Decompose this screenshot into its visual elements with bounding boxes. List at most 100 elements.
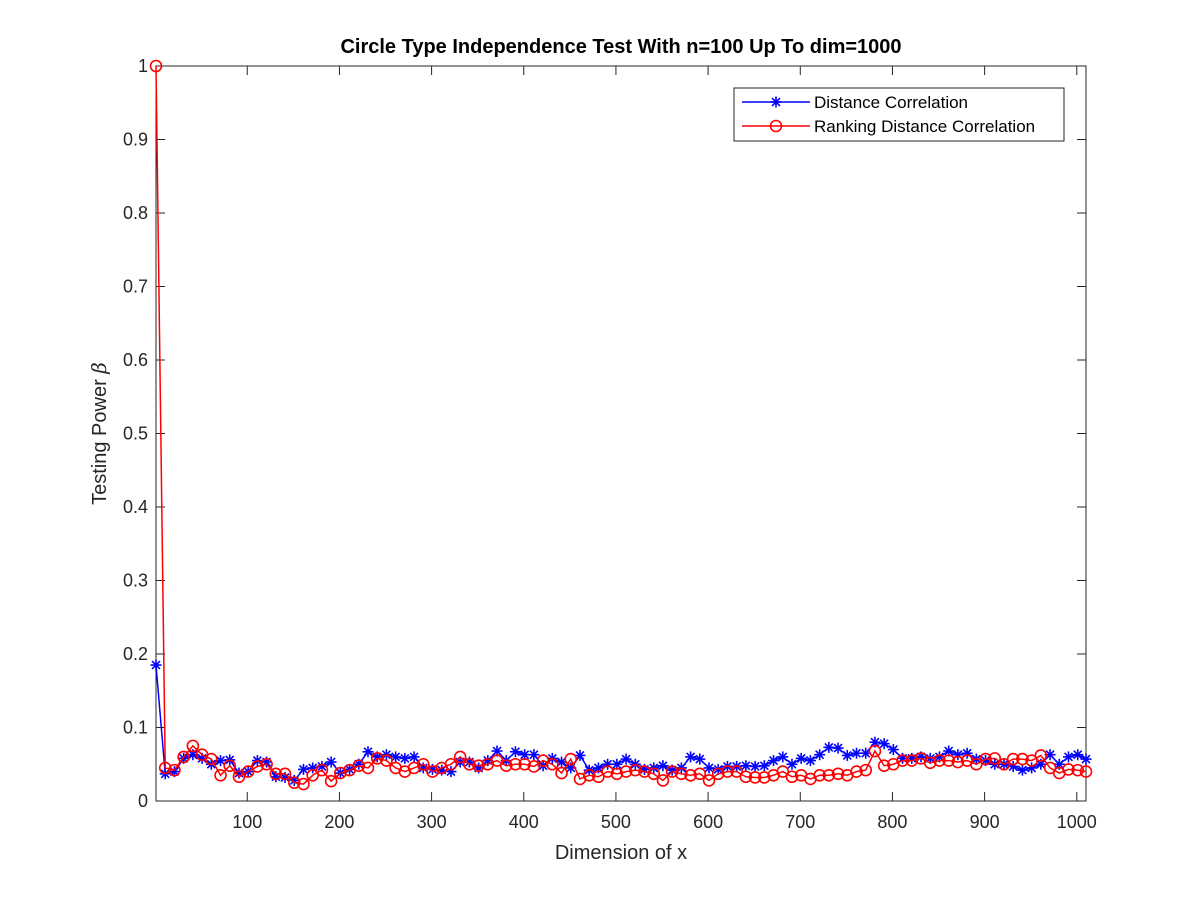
data-point — [564, 752, 578, 766]
data-point — [325, 756, 337, 768]
axes-box — [155, 65, 1087, 802]
y-axis-title: Testing Power β — [87, 362, 111, 505]
data-point — [638, 765, 651, 778]
data-point — [694, 753, 706, 765]
data-point — [877, 759, 891, 773]
data-point — [390, 751, 402, 763]
y-tick-label: 0.9 — [123, 130, 148, 150]
data-point — [490, 754, 504, 767]
data-point — [768, 755, 780, 767]
plot-area — [155, 65, 1087, 802]
data-point — [223, 759, 237, 773]
data-point — [703, 762, 715, 774]
data-point — [1080, 753, 1092, 765]
data-point — [979, 752, 992, 766]
data-point — [306, 768, 319, 782]
data-point — [416, 757, 430, 771]
data-point — [278, 767, 292, 781]
x-tick-label: 600 — [693, 812, 723, 832]
legend: Distance Correlation Ranking Distance Cor… — [733, 87, 1065, 142]
data-point — [942, 754, 955, 767]
data-point — [361, 761, 375, 775]
data-point — [777, 751, 789, 763]
data-point — [362, 746, 374, 758]
data-point — [769, 119, 783, 133]
data-point — [685, 751, 697, 763]
y-tick-label: 0.1 — [123, 718, 148, 738]
data-point — [832, 742, 844, 754]
data-point — [158, 761, 172, 775]
data-point — [656, 774, 670, 787]
data-point — [574, 749, 586, 761]
data-point — [269, 767, 283, 781]
data-point — [1062, 763, 1075, 776]
y-tick-label: 0.6 — [123, 350, 148, 370]
series-layer — [149, 59, 1093, 791]
data-point — [546, 757, 559, 771]
data-point — [601, 765, 614, 778]
data-point — [582, 768, 596, 782]
y-tick-label: 0.5 — [123, 424, 148, 444]
x-tick-label: 300 — [417, 812, 447, 832]
data-point — [770, 96, 782, 108]
data-point — [408, 751, 420, 763]
data-point — [287, 776, 301, 789]
data-point — [795, 752, 807, 764]
legend-label: Distance Correlation — [814, 93, 968, 112]
y-axis-title-text: Testing Power — [89, 374, 111, 505]
data-point — [619, 765, 633, 778]
data-point — [324, 774, 338, 788]
data-point — [739, 770, 753, 784]
ticks: 100 200 300 400 500 600 700 800 900 1000 0 0.1 0.2 0.… — [123, 56, 1097, 832]
data-point — [693, 767, 707, 781]
data-point — [380, 754, 393, 767]
series-1 — [150, 659, 1092, 786]
data-point — [785, 770, 799, 784]
data-point — [748, 771, 762, 784]
data-point — [740, 760, 752, 772]
data-point — [823, 741, 835, 753]
data-point — [951, 755, 965, 769]
data-point — [814, 749, 826, 761]
data-point — [896, 754, 909, 767]
data-point — [647, 767, 661, 781]
data-point — [399, 752, 411, 764]
data-point — [1079, 765, 1093, 778]
data-point — [1072, 749, 1084, 761]
data-point — [444, 757, 458, 771]
data-point — [850, 747, 862, 759]
data-point — [961, 747, 973, 759]
data-point — [665, 765, 679, 778]
data-point — [205, 752, 218, 766]
data-point — [804, 755, 816, 767]
data-point — [702, 774, 716, 787]
data-point — [297, 763, 309, 775]
legend-item: Distance Correlation — [742, 93, 968, 112]
data-point — [1034, 749, 1048, 762]
y-tick-label: 0.7 — [123, 277, 148, 297]
data-point — [923, 756, 937, 770]
y-tick-label: 1 — [138, 56, 148, 76]
data-point — [887, 744, 899, 756]
data-point — [831, 767, 845, 781]
data-point — [168, 763, 181, 777]
x-axis-title: Dimension of x — [555, 842, 687, 864]
data-point — [933, 754, 946, 767]
legend-label: Ranking Distance Correlation — [814, 117, 1035, 136]
x-tick-label: 1000 — [1057, 812, 1097, 832]
data-point — [1016, 764, 1028, 776]
data-point — [813, 768, 826, 782]
x-tick-label: 900 — [970, 812, 1000, 832]
data-point — [822, 768, 836, 782]
data-point — [711, 767, 725, 781]
data-point — [721, 765, 734, 778]
data-point — [988, 752, 1002, 765]
data-point — [555, 766, 568, 780]
data-point — [943, 745, 955, 757]
data-point — [1071, 763, 1085, 777]
data-point — [509, 757, 522, 771]
data-point — [527, 760, 541, 773]
data-point — [786, 758, 798, 770]
legend-item: Ranking Distance Correlation — [742, 117, 1035, 136]
